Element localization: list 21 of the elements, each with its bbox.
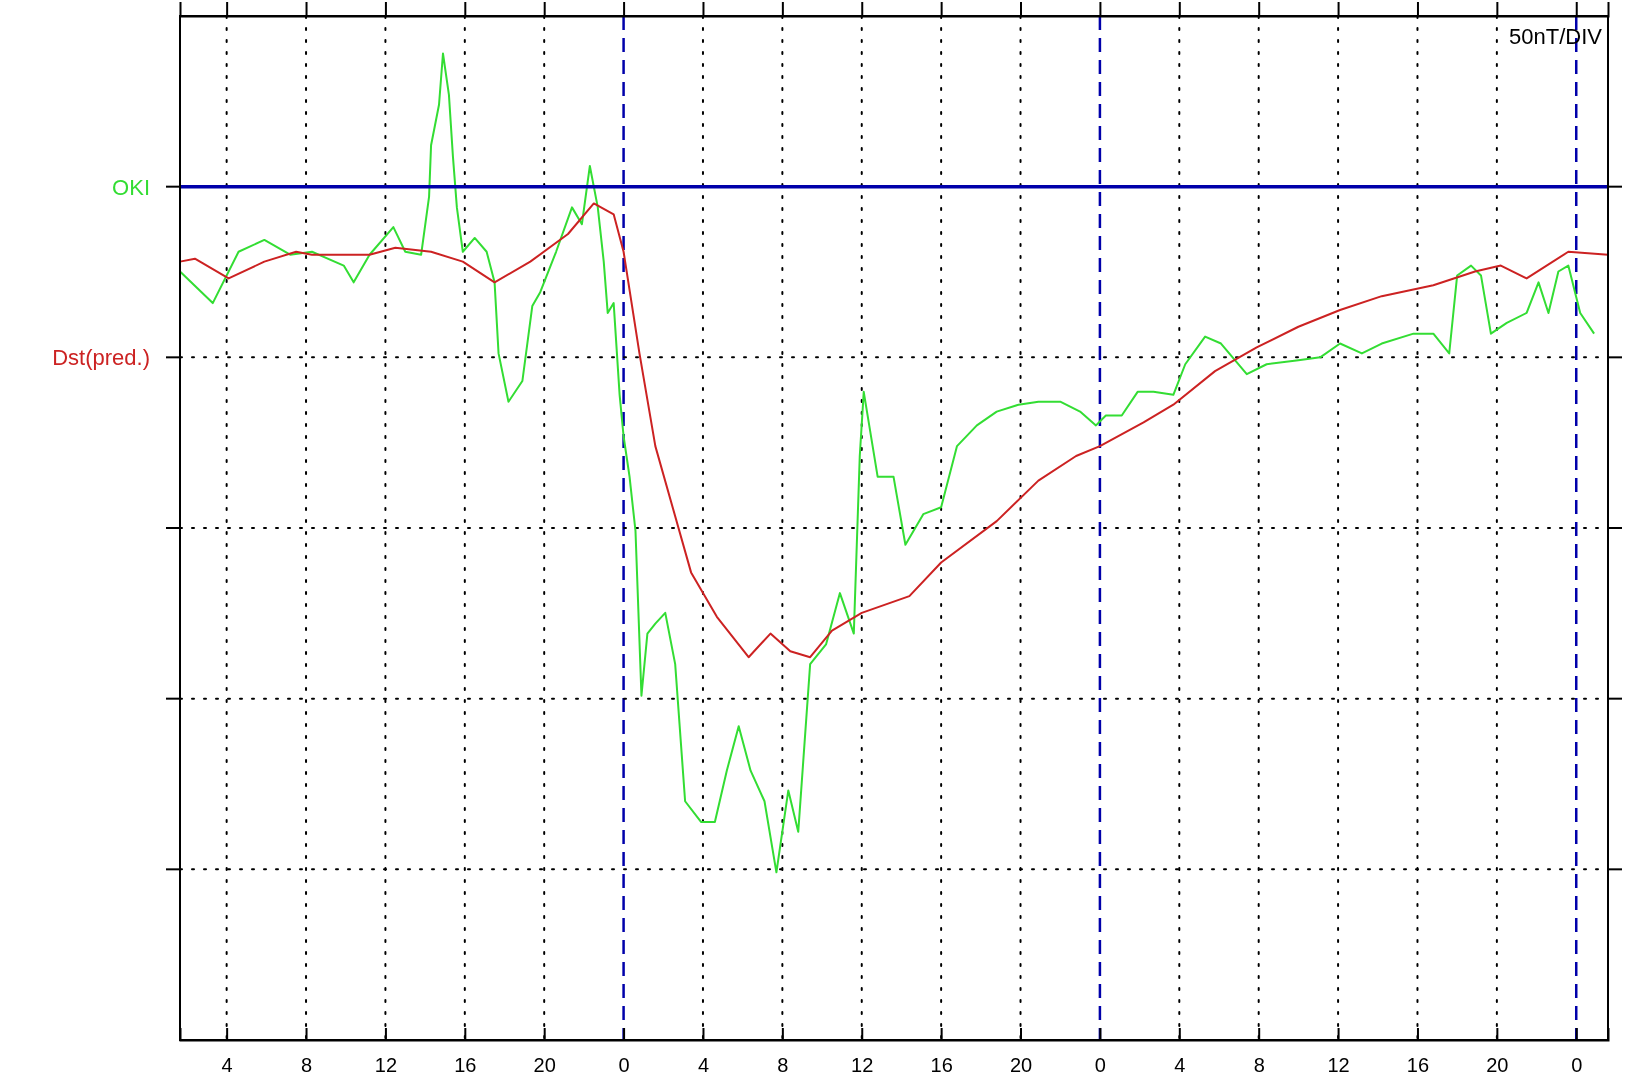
x-tick-label: 0: [1571, 1054, 1583, 1077]
x-tick-label: 4: [221, 1054, 233, 1077]
x-tick-label: 20: [1486, 1054, 1509, 1077]
x-tick-label: 8: [300, 1054, 313, 1077]
x-tick-label: 0: [1094, 1054, 1106, 1077]
x-tick-label: 16: [454, 1054, 477, 1077]
x-tick-label: 0: [618, 1054, 630, 1077]
x-tick-label: 8: [1253, 1054, 1265, 1077]
x-tick-label: 12: [851, 1054, 874, 1077]
x-tick-label: 12: [374, 1054, 398, 1077]
x-tick-label: 20: [533, 1054, 556, 1077]
x-tick-label: 16: [1406, 1054, 1430, 1077]
x-tick-label: 4: [697, 1054, 710, 1077]
text: Dst(pred.): [52, 345, 150, 371]
x-tick-label: 4: [1174, 1054, 1186, 1077]
x-tick-label: 20: [1009, 1054, 1033, 1077]
x-tick-label: 16: [930, 1054, 953, 1077]
x-tick-label: 12: [1327, 1054, 1350, 1077]
text: 50nT/DIV: [1509, 24, 1603, 49]
text: OKI: [112, 174, 150, 200]
x-tick-label: 8: [777, 1054, 789, 1077]
